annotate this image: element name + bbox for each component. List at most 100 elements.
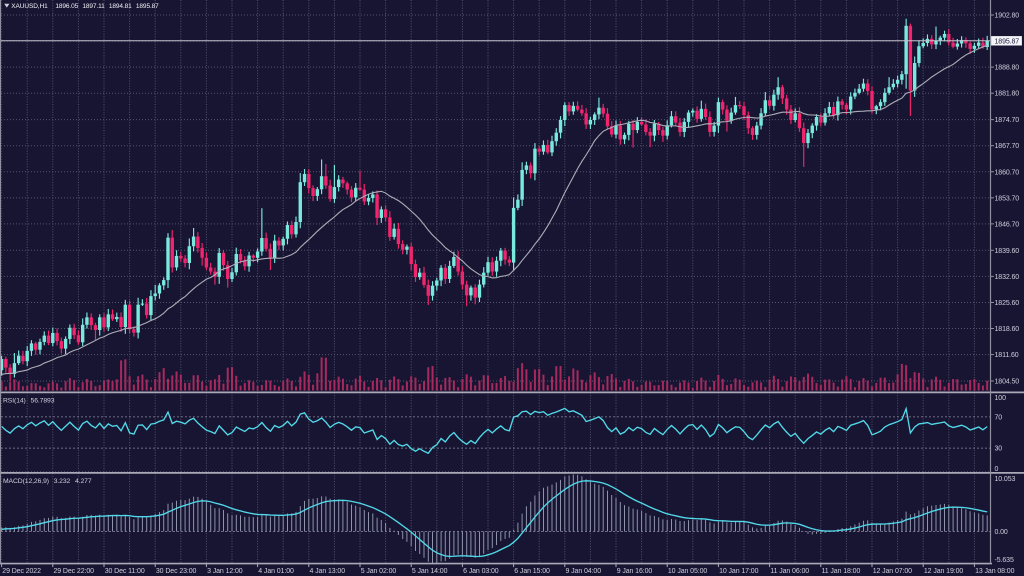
candle-body: [870, 90, 874, 110]
volume-bar: [798, 381, 801, 391]
volume-bar: [495, 382, 498, 391]
chart-title: XAUUSD,H1 1896.05 1897.11 1894.81 1895.8…: [11, 3, 159, 10]
candle-body: [750, 128, 755, 135]
candle-body: [76, 335, 81, 343]
candle-body: [942, 33, 947, 38]
volume-bar: [794, 377, 797, 391]
volume-bar: [785, 381, 788, 391]
volume-bar: [0, 381, 3, 391]
volume-bar: [239, 385, 242, 391]
volume-bar: [623, 380, 626, 391]
price-axis-label: 1881.80: [995, 91, 1020, 98]
candle-body: [729, 112, 733, 121]
candle-body: [106, 314, 110, 328]
candle-body: [127, 304, 132, 330]
time-axis-label: 11 Jan 18:00: [822, 568, 861, 575]
candle-body: [802, 128, 806, 144]
volume-bar: [231, 367, 233, 391]
rsi-label: RSI(14) 56.7893: [3, 398, 55, 405]
candle-body: [503, 250, 507, 260]
candle-body: [895, 79, 900, 84]
candle-body: [614, 125, 618, 135]
volume-bar: [81, 382, 84, 391]
candle-body: [12, 363, 17, 374]
volume-bar: [115, 379, 118, 391]
candle-body: [136, 304, 140, 333]
volume-bar: [879, 377, 882, 391]
volume-bar: [39, 385, 41, 391]
ohlc-high: 1897.11: [82, 3, 105, 10]
volume-bar: [324, 357, 327, 391]
candle-body: [601, 107, 605, 114]
volume-bar: [380, 380, 383, 391]
volume-bar: [384, 387, 387, 391]
volume-bar: [610, 374, 613, 391]
candle-body: [584, 113, 588, 125]
candle-body: [25, 350, 29, 362]
candle-body: [550, 141, 554, 153]
candle-body: [191, 236, 196, 247]
candle-body: [332, 187, 337, 199]
candle-body: [140, 303, 145, 305]
candle-body: [921, 43, 925, 47]
volume-bar: [529, 381, 532, 391]
candle-body: [836, 101, 840, 116]
volume-bar: [265, 380, 268, 391]
volume-bar: [627, 378, 630, 391]
volume-bar: [824, 379, 827, 391]
candle-body: [763, 100, 768, 114]
volume-bar: [469, 376, 472, 391]
candle-body: [883, 92, 887, 103]
candle-body: [857, 88, 861, 93]
candle-body: [588, 120, 593, 125]
candle-body: [742, 106, 746, 116]
volume-bar: [440, 384, 443, 391]
volume-bar: [952, 379, 955, 391]
candle-body: [861, 83, 866, 89]
candle-body: [72, 327, 76, 336]
volume-bar: [21, 386, 24, 391]
macd-signal-value: 4.277: [75, 478, 92, 485]
volume-bar: [162, 368, 165, 391]
candle-body: [853, 92, 857, 97]
volume-bar: [964, 384, 967, 391]
volume-bar: [866, 380, 869, 391]
volume-bar: [700, 377, 703, 391]
volume-bar: [939, 379, 942, 391]
candle-body: [733, 105, 738, 113]
volume-bar: [465, 374, 468, 391]
volume-bar: [47, 383, 50, 391]
rsi-scale-label: 100: [995, 395, 1007, 402]
candle-body: [366, 197, 371, 202]
volume-bar: [444, 378, 447, 391]
volume-bar: [905, 365, 908, 391]
candle-body: [767, 100, 772, 106]
volume-bar: [376, 378, 379, 391]
volume-bar: [277, 386, 280, 391]
time-axis-label: 9 Jan 04:00: [566, 568, 602, 575]
window-marker-icon[interactable]: [4, 3, 10, 8]
candle-body: [42, 335, 46, 342]
ohlc-low: 1894.81: [109, 3, 132, 10]
volume-bar: [64, 381, 67, 391]
volume-bar: [636, 386, 639, 391]
volume-bar: [811, 376, 814, 391]
volume-bar: [935, 376, 937, 391]
time-axis-label: 4 Jan 01:00: [258, 568, 294, 575]
candle-body: [652, 123, 657, 136]
volume-bar: [871, 386, 873, 391]
candle-body: [0, 359, 4, 371]
time-axis-label: 11 Jan 06:00: [770, 568, 809, 575]
volume-bar: [504, 376, 507, 391]
volume-bar: [670, 384, 673, 391]
volume-bar: [585, 382, 588, 391]
time-axis-label: 10 Jan 17:00: [719, 568, 758, 575]
candle-body: [597, 107, 601, 115]
volume-bar: [405, 381, 408, 391]
candle-body: [784, 98, 789, 110]
candle-body: [955, 43, 960, 47]
candle-body: [144, 303, 149, 316]
candle-body: [746, 115, 750, 129]
volume-bar: [572, 368, 575, 391]
